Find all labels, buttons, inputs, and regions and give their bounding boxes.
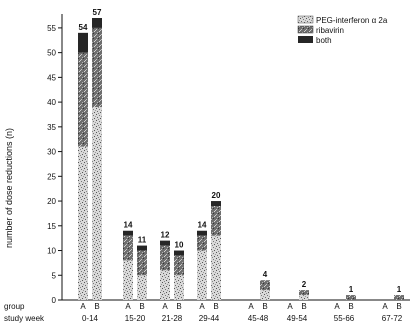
bar-segment-both	[92, 18, 102, 28]
group-letter-label: B	[94, 302, 99, 311]
legend-swatch-ribavirin	[297, 25, 314, 34]
group-letter-label: B	[301, 302, 306, 311]
bar-segment-ribavirin	[211, 206, 221, 236]
bar-segment-peg	[260, 290, 270, 300]
legend-swatch-both	[298, 36, 313, 43]
bar-segment-peg	[299, 295, 309, 300]
bar-segment-ribavirin	[260, 280, 270, 291]
study-week-label: 49-54	[287, 314, 308, 323]
group-letter-label: A	[334, 302, 340, 311]
bar-segment-peg	[160, 270, 170, 300]
y-tick-label: 55	[47, 24, 56, 33]
y-tick-label: 15	[47, 222, 56, 231]
bar-segment-ribavirin	[197, 235, 207, 251]
y-tick-label: 35	[47, 123, 56, 132]
group-row-label: group	[4, 302, 25, 311]
study-week-label: 15-20	[125, 314, 146, 323]
bar-segment-ribavirin	[123, 235, 133, 261]
study-week-label: 29-44	[199, 314, 220, 323]
bar-value-label: 11	[138, 236, 147, 245]
bar-segment-both	[211, 201, 221, 206]
group-letter-label: A	[199, 302, 205, 311]
bar-segment-ribavirin	[92, 27, 102, 108]
bar-value-label: 10	[175, 241, 184, 250]
bar-segment-ribavirin	[137, 250, 147, 276]
y-tick-label: 25	[47, 172, 56, 181]
group-letter-label: A	[125, 302, 131, 311]
y-tick-label: 5	[52, 271, 57, 280]
bar-segment-both	[174, 250, 184, 256]
bar-segment-both	[160, 240, 170, 246]
bar-segment-both	[78, 32, 88, 53]
y-axis-title: number of dose reductions (n)	[4, 128, 14, 248]
bar-segment-peg	[197, 250, 207, 300]
bar-segment-ribavirin	[346, 295, 356, 300]
group-letter-label: B	[262, 302, 267, 311]
legend-label-peg: PEG-interferon α 2a	[316, 16, 388, 25]
study-week-label: 45-48	[248, 314, 269, 323]
study-week-label: 55-66	[334, 314, 355, 323]
group-letter-label: B	[213, 302, 218, 311]
y-tick-label: 45	[47, 73, 56, 82]
bar-value-label: 20	[212, 191, 221, 200]
bar-segment-both	[137, 245, 147, 251]
study-week-row-label: study week	[4, 314, 45, 323]
group-letter-label: B	[348, 302, 353, 311]
legend-label-ribavirin: ribavirin	[316, 26, 344, 35]
study-week-label: 0-14	[82, 314, 99, 323]
bar-segment-ribavirin	[160, 245, 170, 271]
bar-value-label: 4	[263, 270, 268, 279]
y-tick-label: 20	[47, 197, 56, 206]
legend: PEG-interferon α 2a ribavirin both	[297, 15, 388, 45]
bar-segment-peg	[211, 235, 221, 300]
bar-segment-ribavirin	[174, 255, 184, 276]
legend-label-both: both	[316, 36, 332, 45]
bar-segment-both	[123, 230, 133, 236]
group-letter-label: A	[287, 302, 293, 311]
bar-segment-both	[197, 230, 207, 236]
legend-swatch-peg	[297, 15, 314, 24]
bar-segment-peg	[92, 107, 102, 300]
group-letter-label: A	[162, 302, 168, 311]
bar-value-label: 14	[198, 221, 207, 230]
bar-segment-ribavirin	[78, 52, 88, 147]
study-week-label: 21-28	[162, 314, 183, 323]
study-week-label: 67-72	[382, 314, 403, 323]
group-letter-label: A	[80, 302, 86, 311]
bar-segment-peg	[78, 146, 88, 300]
group-letter-label: B	[139, 302, 144, 311]
bar-segment-peg	[123, 260, 133, 300]
x-axis-labels: A B A B A B A B A B A B A B A B0-14 15-20 21-28 29-44 45-48…	[80, 302, 402, 323]
bar-value-label: 1	[397, 285, 402, 294]
group-letter-label: A	[382, 302, 388, 311]
group-letter-label: A	[248, 302, 254, 311]
y-tick-label: 40	[47, 98, 56, 107]
group-letter-label: B	[176, 302, 181, 311]
bar-value-label: 14	[124, 221, 133, 230]
bar-value-label: 54	[79, 23, 88, 32]
bar-segment-peg	[137, 275, 147, 300]
bar-value-label: 12	[161, 231, 170, 240]
bar-value-label: 57	[93, 8, 102, 17]
y-tick-label: 10	[47, 247, 56, 256]
y-tick-label: 30	[47, 148, 56, 157]
group-letter-label: B	[396, 302, 401, 311]
bar-segment-ribavirin	[394, 295, 404, 300]
bar-value-label: 1	[349, 285, 354, 294]
y-tick-label: 0	[52, 296, 57, 305]
bar-value-label: 2	[302, 280, 307, 289]
y-axis: 0 5 10 15 20 25 30 35 40 45 50 55	[47, 14, 410, 305]
y-tick-label: 50	[47, 49, 56, 58]
bar-segment-peg	[174, 275, 184, 300]
bar-segment-ribavirin	[299, 290, 309, 296]
